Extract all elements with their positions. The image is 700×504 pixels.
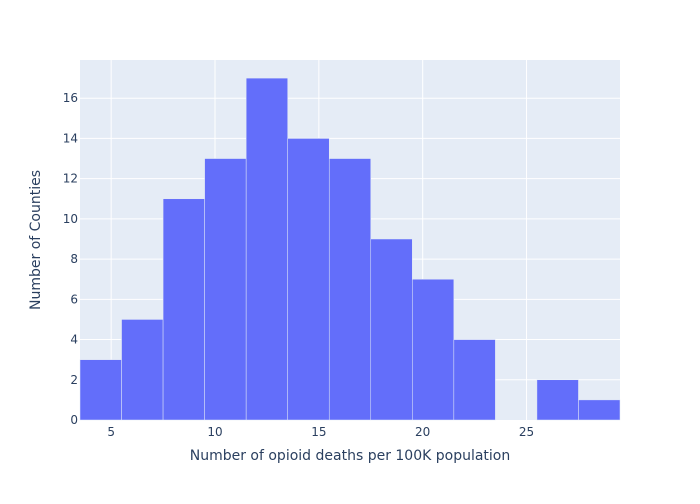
histogram-bar bbox=[162, 198, 205, 421]
x-tick-labels: 5 10 15 20 25 bbox=[107, 425, 534, 439]
histogram-bar bbox=[578, 399, 621, 421]
y-tick-label: 10 bbox=[63, 212, 78, 226]
x-tick-label: 20 bbox=[415, 425, 430, 439]
x-tick-label: 25 bbox=[519, 425, 534, 439]
histogram-bar bbox=[536, 379, 579, 421]
y-tick-label: 0 bbox=[70, 413, 78, 427]
y-tick-label: 2 bbox=[70, 373, 78, 387]
y-tick-label: 6 bbox=[70, 292, 78, 306]
x-tick-label: 5 bbox=[107, 425, 115, 439]
y-axis-title: Number of Counties bbox=[28, 170, 44, 310]
histogram-bar bbox=[370, 238, 413, 421]
bars bbox=[79, 77, 621, 421]
histogram-bar bbox=[453, 339, 496, 421]
x-tick-label: 10 bbox=[207, 425, 222, 439]
histogram-bar bbox=[204, 158, 247, 421]
histogram-bar bbox=[121, 319, 164, 421]
y-tick-labels: 0 2 4 6 8 10 12 14 16 bbox=[63, 91, 78, 427]
histogram-bar bbox=[79, 359, 122, 421]
histogram-bar bbox=[245, 77, 288, 421]
y-tick-label: 8 bbox=[70, 252, 78, 266]
y-tick-label: 16 bbox=[63, 91, 78, 105]
x-tick-label: 15 bbox=[311, 425, 326, 439]
histogram-bar bbox=[412, 278, 455, 421]
y-tick-label: 4 bbox=[70, 333, 78, 347]
y-tick-label: 14 bbox=[63, 131, 78, 145]
y-tick-label: 12 bbox=[63, 172, 78, 186]
x-axis-title: Number of opioid deaths per 100K populat… bbox=[190, 448, 511, 464]
histogram-bar bbox=[287, 138, 330, 421]
histogram-bar bbox=[328, 158, 372, 421]
